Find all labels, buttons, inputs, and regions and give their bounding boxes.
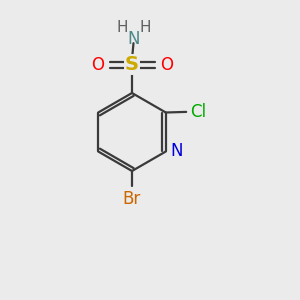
Text: Br: Br bbox=[123, 190, 141, 208]
Text: N: N bbox=[170, 142, 183, 160]
Text: H: H bbox=[116, 20, 128, 34]
Text: O: O bbox=[91, 56, 104, 74]
Text: S: S bbox=[125, 55, 139, 74]
Text: N: N bbox=[127, 30, 140, 48]
Text: Cl: Cl bbox=[190, 103, 206, 121]
Text: O: O bbox=[160, 56, 173, 74]
Text: H: H bbox=[139, 20, 151, 34]
